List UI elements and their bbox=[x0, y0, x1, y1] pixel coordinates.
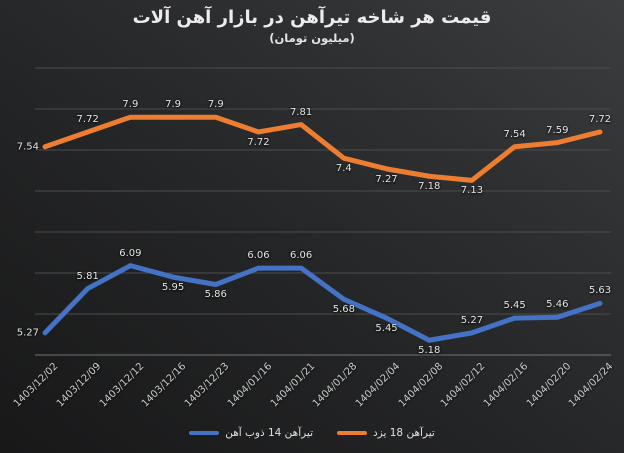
chart-subtitle: (میلیون تومان) bbox=[269, 31, 355, 45]
legend-label-beam14: تیرآهن 14 ذوب آهن bbox=[225, 427, 314, 439]
legend-label-beam18: تیرآهن 18 یزد bbox=[373, 427, 435, 439]
legend-line-swatch-blue-icon bbox=[189, 431, 220, 435]
chart-title: قیمت هر شاخه تیرآهن در بازار آهن آلات bbox=[132, 7, 492, 28]
legend: تیرآهن 14 ذوب آهن تیرآهن 18 یزد bbox=[0, 427, 624, 439]
series-line-beam14-zobahan bbox=[42, 263, 603, 343]
series-line-beam18-yazd bbox=[42, 114, 603, 183]
legend-item-beam14-zobahan: تیرآهن 14 ذوب آهن bbox=[189, 427, 313, 439]
legend-line-swatch-orange-icon bbox=[337, 431, 368, 435]
legend-item-beam18-yazd: تیرآهن 18 یزد bbox=[337, 427, 435, 439]
